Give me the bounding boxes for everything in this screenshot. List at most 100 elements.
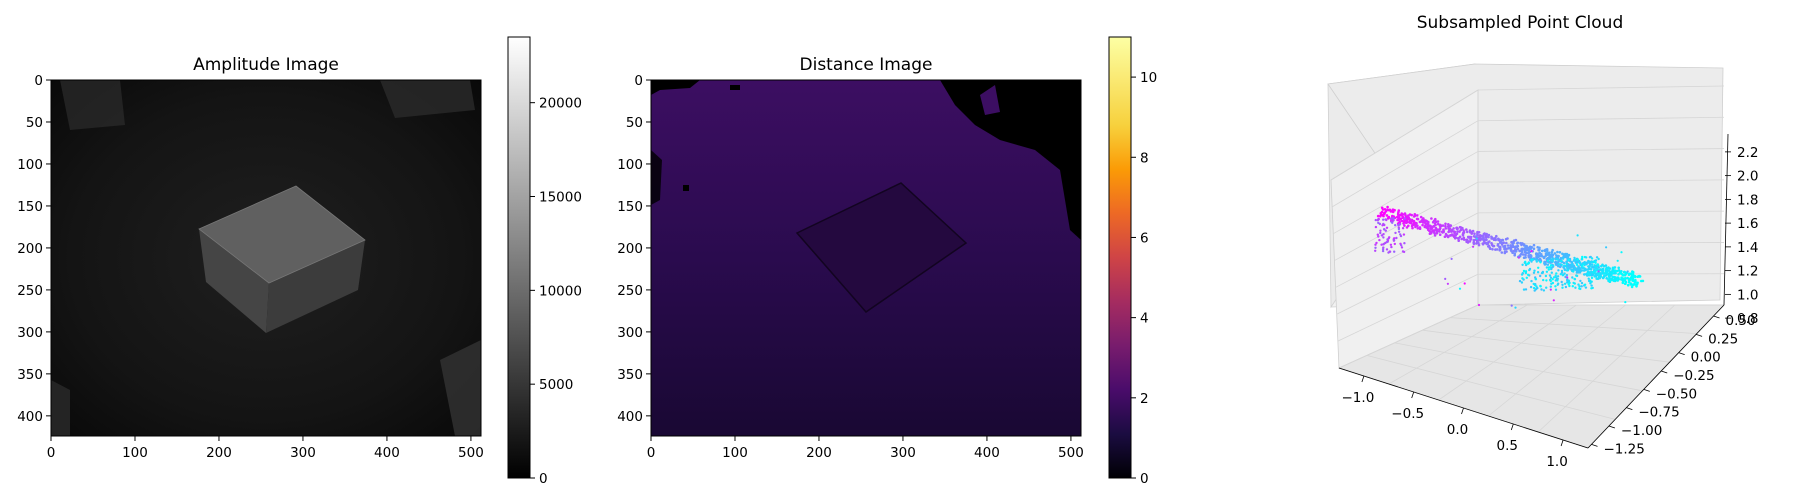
point	[1487, 244, 1491, 248]
point	[1421, 217, 1425, 220]
point	[1446, 282, 1449, 285]
point	[1444, 277, 1447, 280]
point	[1544, 274, 1548, 278]
point	[1392, 219, 1395, 222]
point	[1548, 253, 1551, 257]
point	[1426, 228, 1430, 231]
point	[1478, 239, 1482, 242]
point	[1620, 251, 1623, 254]
point	[1485, 238, 1488, 241]
point	[1539, 274, 1542, 278]
point	[1385, 226, 1389, 229]
point	[1594, 269, 1597, 273]
x-tick-mark	[1510, 423, 1514, 431]
point	[1605, 246, 1608, 249]
point	[1524, 244, 1527, 248]
grid-line	[1331, 120, 1479, 208]
point	[1477, 243, 1481, 247]
point	[1527, 261, 1531, 265]
point	[1381, 224, 1384, 227]
point	[1549, 279, 1553, 283]
y-tick-mark	[1661, 370, 1668, 374]
point	[1402, 222, 1405, 225]
grid-line	[1488, 304, 1626, 417]
point	[1385, 248, 1389, 251]
point	[1438, 230, 1441, 233]
point	[1412, 219, 1416, 223]
point	[1388, 208, 1392, 212]
point	[1561, 286, 1564, 289]
point	[1542, 278, 1545, 282]
colorbar-tick-label: 20000	[539, 96, 582, 112]
point	[1595, 256, 1599, 259]
point	[1540, 254, 1544, 258]
point	[1588, 263, 1592, 266]
point	[1549, 264, 1553, 267]
point	[1590, 260, 1594, 264]
point	[1588, 266, 1591, 269]
y-tick-label: 350	[17, 367, 43, 383]
point	[1400, 246, 1404, 249]
point	[1432, 225, 1435, 228]
point	[1397, 209, 1401, 212]
point	[1620, 270, 1623, 273]
x-tick-label: 400	[374, 445, 400, 461]
point	[1498, 245, 1501, 249]
point	[1462, 229, 1465, 232]
y-tick-label: −0.25	[1673, 368, 1714, 384]
point	[1564, 265, 1567, 268]
point	[1433, 234, 1437, 237]
point	[1581, 255, 1584, 259]
point	[1540, 288, 1543, 291]
point	[1522, 288, 1526, 291]
point	[1594, 259, 1598, 262]
y-tick-label: 0	[634, 73, 643, 89]
y-tick-label: 100	[17, 157, 43, 173]
point	[1560, 259, 1563, 263]
point	[1554, 285, 1557, 288]
point	[1520, 247, 1523, 251]
point	[1616, 279, 1619, 282]
point	[1631, 275, 1635, 278]
point	[1387, 237, 1391, 240]
point	[1586, 270, 1590, 274]
point	[1541, 270, 1545, 274]
point	[1457, 239, 1460, 242]
point	[1563, 282, 1567, 285]
point	[1385, 214, 1389, 217]
point	[1430, 217, 1433, 220]
point	[1561, 283, 1564, 286]
point	[1466, 230, 1469, 234]
point	[1551, 257, 1555, 260]
point	[1458, 287, 1462, 290]
point	[1556, 275, 1560, 278]
point	[1529, 285, 1533, 289]
colorbar-tick-label: 5000	[539, 377, 573, 393]
point	[1532, 286, 1536, 290]
x-tick-label: 100	[122, 445, 148, 461]
point	[1513, 252, 1517, 256]
amplitude-x-ticks: 0 100 200 300 400 500	[47, 436, 484, 461]
point	[1619, 272, 1623, 275]
point	[1616, 259, 1619, 262]
point	[1469, 238, 1472, 241]
point	[1383, 228, 1386, 231]
point	[1555, 272, 1558, 275]
point	[1524, 288, 1528, 291]
point	[1518, 249, 1521, 253]
point	[1590, 257, 1594, 260]
point	[1614, 276, 1617, 279]
point	[1588, 256, 1592, 259]
point	[1611, 266, 1615, 270]
point	[1500, 251, 1504, 254]
point	[1449, 234, 1453, 237]
point	[1553, 252, 1557, 255]
point	[1592, 271, 1595, 274]
point	[1446, 235, 1450, 239]
point	[1627, 273, 1631, 277]
point	[1453, 230, 1457, 234]
point	[1391, 221, 1394, 224]
point	[1499, 241, 1502, 244]
point	[1512, 249, 1516, 253]
point	[1554, 263, 1558, 266]
